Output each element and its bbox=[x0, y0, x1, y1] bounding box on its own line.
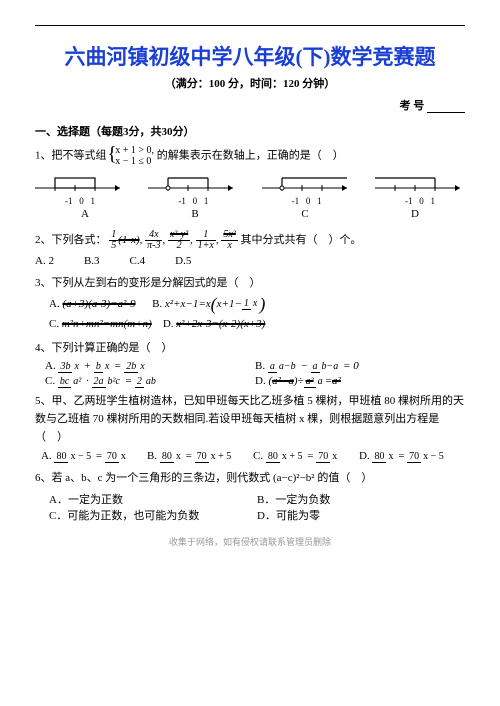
exam-number-label: 考 号 bbox=[400, 100, 425, 112]
q3-row1: A. (a+3)(a-3)=a²-9 B. x²+x−1=x(x+1−1x) bbox=[49, 296, 465, 314]
tick: 1 bbox=[91, 196, 96, 206]
tick: 1 bbox=[204, 196, 209, 206]
q3-c-label: C. bbox=[49, 318, 59, 330]
opt-b: B bbox=[155, 208, 235, 220]
opt-a: A bbox=[45, 208, 125, 220]
q3-a-label: A. bbox=[49, 298, 60, 310]
tick: -1 bbox=[178, 196, 186, 206]
exam-number-blank bbox=[427, 112, 465, 113]
q3-d-expr: x²+2x-3=(x-2)(x+3) bbox=[176, 316, 265, 334]
q6-row2: C．可能为正数，也可能为负数 D．可能为零 bbox=[49, 507, 465, 523]
q6-text: 6、若 a、b、c 为一个三角形的三条边，则代数式 (a−c)²−b² 的值（ … bbox=[35, 470, 465, 488]
numberline-b: -1 0 1 bbox=[148, 173, 238, 206]
numberline-d: -1 0 1 bbox=[375, 173, 465, 206]
tick: -1 bbox=[292, 196, 300, 206]
q6-d: D．可能为零 bbox=[257, 507, 465, 523]
numberline-a: -1 0 1 bbox=[35, 173, 125, 206]
q3-a-expr: (a+3)(a-3)=a²-9 bbox=[62, 296, 135, 314]
tick: 1 bbox=[430, 196, 435, 206]
q4-b-label: B. bbox=[255, 360, 265, 372]
q4-a-label: A. bbox=[45, 360, 56, 372]
q1-suffix: 的解集表示在数轴上，正确的是（ ） bbox=[157, 150, 344, 162]
q4-text: 4、下列计算正确的是（ ） bbox=[35, 340, 465, 358]
q2-suffix: 其中分式共有（ ）个。 bbox=[241, 234, 362, 246]
q4-b: B. aa−b − ab−a = 0 bbox=[255, 360, 465, 372]
tick: -1 bbox=[65, 196, 73, 206]
top-rule bbox=[35, 25, 465, 26]
opt-d: D bbox=[375, 208, 455, 220]
q4-d: D. (a²−a)÷a²a=a² bbox=[255, 375, 465, 387]
q2-opt-c: C.4 bbox=[130, 255, 146, 267]
q3-b-expr: x²+x−1=x(x+1−1x) bbox=[165, 296, 265, 314]
q5-d: D. 80x = 70x − 5 bbox=[359, 450, 465, 462]
q1-option-labels: A B C D bbox=[45, 208, 455, 220]
page-title: 六曲河镇初级中学八年级(下)数学竞赛题 bbox=[35, 41, 465, 71]
q2-opt-a: A. 2 bbox=[35, 255, 54, 267]
opt-c: C bbox=[265, 208, 345, 220]
q4-d-label: D. bbox=[255, 375, 266, 387]
q6-row1: A．一定为正数 B．一定为负数 bbox=[49, 491, 465, 507]
q1-text: 1、把不等式组 x + 1 > 0, x − 1 ≤ 0 的解集表示在数轴上，正… bbox=[35, 145, 465, 167]
q4-c: C. bca² · 2ab²c = 2ab bbox=[45, 375, 255, 387]
q6-b: B．一定为负数 bbox=[257, 491, 465, 507]
q5-c: C. 80x + 5 = 70x bbox=[253, 450, 359, 462]
q5-b: B. 80x = 70x + 5 bbox=[147, 450, 253, 462]
q2-prefix: 2、下列各式： bbox=[35, 234, 107, 246]
q1-expr-top: x + 1 > 0, bbox=[115, 145, 154, 156]
q4-c-label: C. bbox=[45, 375, 55, 387]
q2-opt-d: D.5 bbox=[175, 255, 191, 267]
q2-opt-b: B.3 bbox=[84, 255, 100, 267]
q1-prefix: 1、把不等式组 bbox=[35, 150, 107, 162]
section-heading: 一、选择题（每题3分，共30分） bbox=[35, 123, 465, 139]
q3-d-label: D. bbox=[163, 318, 174, 330]
q1-numberlines: -1 0 1 -1 0 1 bbox=[35, 173, 465, 206]
q5-options: A. 80x − 5 = 70x B. 80x = 70x + 5 C. 80x… bbox=[41, 450, 465, 462]
q4-a: A. 3bx + bx = 2bx bbox=[45, 360, 255, 372]
q5-text: 5、甲、乙两班学生植树造林，已知甲班每天比乙班多植 5 棵树，甲班植 80 棵树… bbox=[35, 393, 465, 446]
q3-text: 3、下列从左到右的变形是分解因式的是（ ） bbox=[35, 275, 465, 293]
numberline-c: -1 0 1 bbox=[262, 173, 352, 206]
q4-row1: A. 3bx + bx = 2bx B. aa−b − ab−a = 0 bbox=[45, 360, 465, 372]
q6-c: C．可能为正数，也可能为负数 bbox=[49, 507, 257, 523]
tick: -1 bbox=[405, 196, 413, 206]
subtitle: （满分：100 分，时间：120 分钟） bbox=[35, 75, 465, 91]
q3-b-label: B. bbox=[152, 298, 162, 310]
tick: 0 bbox=[79, 196, 84, 206]
tick: 1 bbox=[317, 196, 322, 206]
q2-options: A. 2 B.3 C.4 D.5 bbox=[35, 255, 465, 267]
q2-text: 2、下列各式： 15(1-x), 4xπ-3, x²-y²2, 11+x, 5x… bbox=[35, 230, 465, 251]
exam-number-row: 考 号 bbox=[35, 97, 465, 113]
q3-row2: C. m²n+mn²=mn(m+n) D. x²+2x-3=(x-2)(x+3) bbox=[49, 316, 465, 334]
q4-row2: C. bca² · 2ab²c = 2ab D. (a²−a)÷a²a=a² bbox=[45, 375, 465, 387]
tick: 0 bbox=[306, 196, 311, 206]
tick: 0 bbox=[193, 196, 198, 206]
q3-c-expr: m²n+mn²=mn(m+n) bbox=[62, 316, 152, 334]
q1-expr-bot: x − 1 ≤ 0 bbox=[115, 156, 154, 167]
q5-a: A. 80x − 5 = 70x bbox=[41, 450, 147, 462]
tick: 0 bbox=[419, 196, 424, 206]
q2-expressions: 15(1-x), 4xπ-3, x²-y²2, 11+x, 5x²x bbox=[109, 230, 238, 251]
footer-text: 收集于网络，如有侵权请联系管理员删除 bbox=[35, 535, 465, 548]
q1-system: x + 1 > 0, x − 1 ≤ 0 bbox=[109, 145, 154, 167]
q6-a: A．一定为正数 bbox=[49, 491, 257, 507]
